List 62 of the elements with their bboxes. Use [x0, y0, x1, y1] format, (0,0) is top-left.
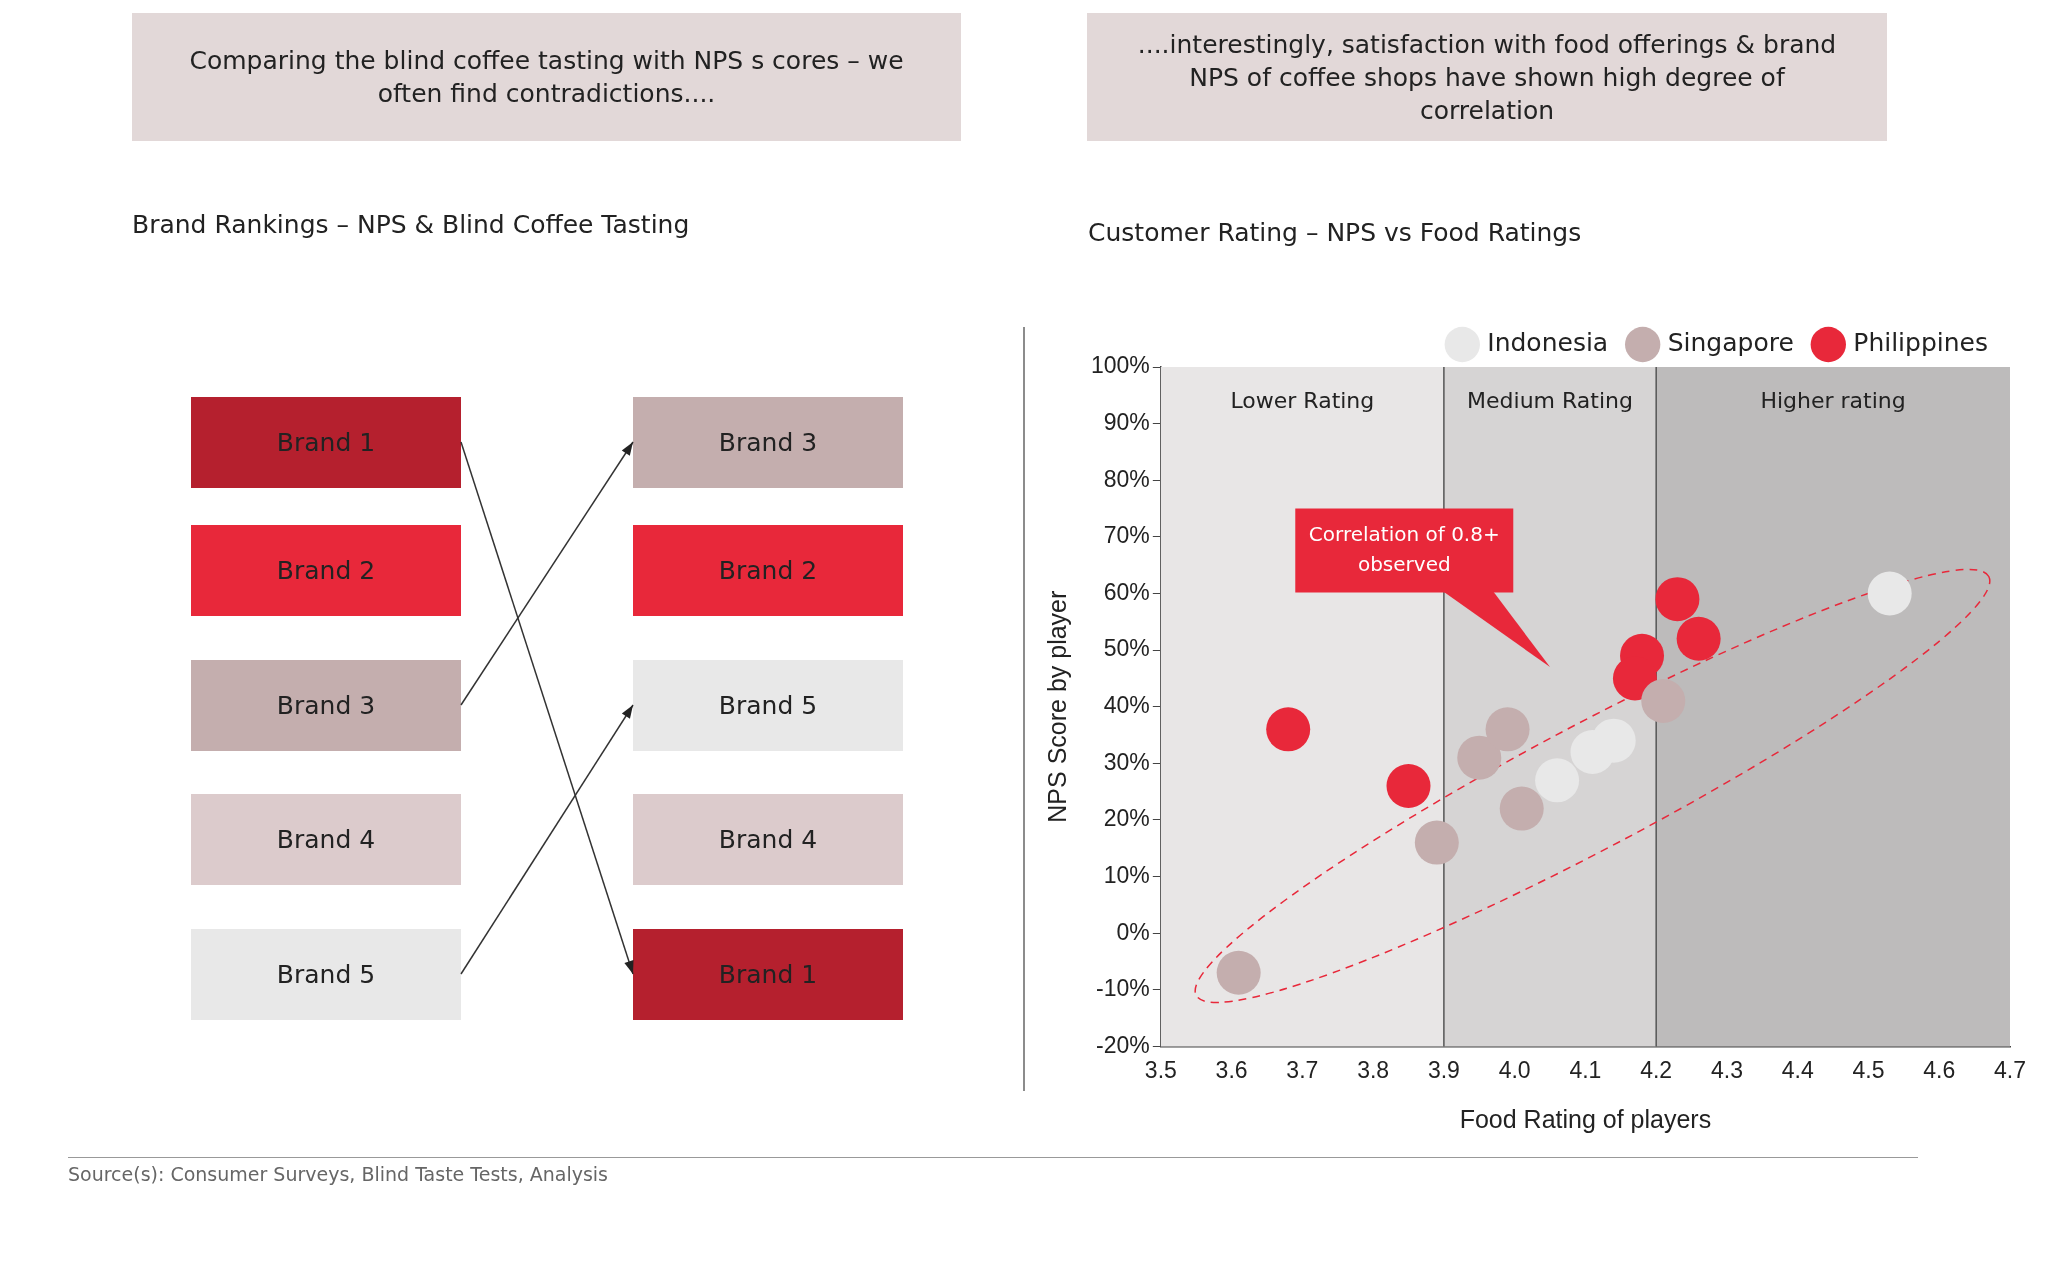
source-note: Source(s): Consumer Surveys, Blind Taste Tests, Analysis: [68, 1163, 609, 1185]
text: Brand 1: [633, 929, 903, 1020]
y-tick-label: 10%: [1103, 861, 1150, 888]
point: [1535, 758, 1580, 803]
band-label: Lower Rating: [1230, 387, 1375, 413]
text: Brand 3: [191, 660, 461, 751]
y-tick-label: 20%: [1103, 805, 1150, 832]
y-tick-label: 90%: [1103, 408, 1150, 435]
text: Brand 2: [191, 525, 461, 616]
x-axis-title: Food Rating of players: [1459, 1104, 1712, 1133]
x-tick-label: 4.3: [1710, 1056, 1743, 1083]
text: Brand Rankings – NPS & Blind Coffee Tasting: [132, 210, 690, 239]
x-tick-label: 3.6: [1215, 1056, 1248, 1083]
legend-label: Indonesia: [1487, 328, 1609, 357]
point: [1676, 616, 1721, 661]
y-tick-label: 30%: [1103, 748, 1150, 775]
x-tick-label: 3.7: [1286, 1056, 1319, 1083]
point: [1216, 950, 1261, 995]
text: Brand 4: [191, 794, 461, 885]
point: [1457, 735, 1502, 780]
x-tick-label: 3.8: [1357, 1056, 1390, 1083]
chart-subtitle: ....interestingly, satisfaction with food offerings & brand NPS of coffee shops have shown high degree of correlation: [1087, 13, 1887, 141]
text: Brand 4: [633, 794, 903, 885]
point: [1386, 763, 1431, 808]
point: [1499, 786, 1544, 831]
legend-label: Philippines: [1853, 328, 1989, 357]
x-tick-label: 4.2: [1640, 1056, 1673, 1083]
point: [1266, 707, 1311, 752]
x-tick-label: 4.6: [1923, 1056, 1956, 1083]
y-tick-label: 80%: [1103, 465, 1150, 492]
text: Comparing the blind coffee tasting with NPS s cores – we often find contradictions....: [132, 13, 961, 141]
text: Brand 5: [191, 929, 461, 1020]
point: [1867, 571, 1912, 616]
x-tick-label: 4.5: [1852, 1056, 1885, 1083]
point: [1414, 820, 1459, 865]
chart-title: Customer Rating – NPS vs Food Ratings: [1088, 218, 1582, 247]
band-label: Medium Rating: [1467, 387, 1633, 413]
y-tick-label: -20%: [1096, 1031, 1150, 1058]
y-axis-title: NPS Score by player: [1042, 590, 1071, 823]
legend-label: Singapore: [1667, 328, 1794, 357]
point: [1641, 679, 1686, 724]
text: Brand 1: [191, 397, 461, 488]
x-tick-label: 4.0: [1498, 1056, 1531, 1083]
x-tick-label: 4.1: [1569, 1056, 1602, 1083]
y-tick-label: 60%: [1103, 578, 1150, 605]
y-tick-label: 0%: [1116, 918, 1150, 945]
y-tick-label: 70%: [1103, 522, 1150, 549]
x-tick-label: 4.7: [1994, 1056, 2026, 1083]
annotation: Correlation of 0.8+ observed: [1308, 521, 1500, 576]
point: [1655, 577, 1700, 622]
x-tick-label: 3.5: [1144, 1056, 1177, 1083]
y-tick-label: 50%: [1103, 635, 1150, 662]
y-tick-label: 40%: [1103, 692, 1150, 719]
point: [1485, 707, 1530, 752]
x-tick-label: 4.4: [1781, 1056, 1814, 1083]
text: Brand 5: [633, 660, 903, 751]
y-tick-label: -10%: [1096, 975, 1150, 1002]
text: Brand 3: [633, 397, 903, 488]
x-tick-label: 3.9: [1427, 1056, 1460, 1083]
text: Brand 2: [633, 525, 903, 616]
band-label: Higher rating: [1760, 387, 1906, 413]
y-tick-label: 100%: [1091, 352, 1150, 379]
